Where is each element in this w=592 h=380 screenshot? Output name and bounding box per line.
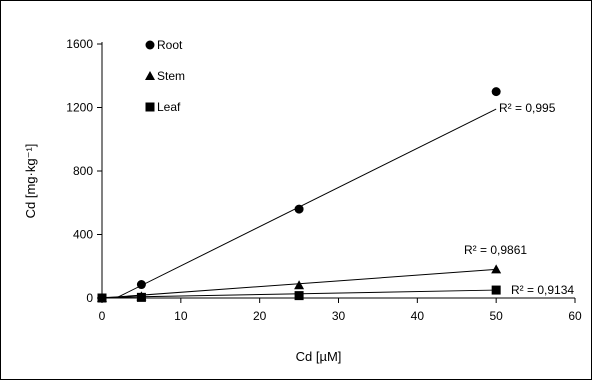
x-tick-label: 40 bbox=[411, 309, 425, 323]
data-point-root bbox=[294, 204, 304, 214]
legend-marker-leaf bbox=[145, 102, 155, 112]
data-point-leaf bbox=[294, 291, 304, 301]
trendline-root bbox=[115, 108, 497, 299]
x-tick-label: 0 bbox=[99, 309, 106, 323]
legend: Root Stem Leaf bbox=[145, 38, 185, 114]
legend-marker-root bbox=[145, 40, 155, 50]
data-point-leaf bbox=[97, 293, 107, 303]
legend-label-leaf: Leaf bbox=[157, 100, 181, 114]
data-point-stem bbox=[491, 264, 502, 274]
legend-label-stem: Stem bbox=[157, 69, 185, 83]
y-tick-label: 400 bbox=[73, 228, 93, 242]
y-axis-title: Cd [mg·kg⁻¹] bbox=[23, 144, 38, 219]
y-tick-label: 0 bbox=[86, 291, 93, 305]
r2-label-leaf: R² = 0,9134 bbox=[511, 283, 574, 297]
x-tick-label: 10 bbox=[174, 309, 188, 323]
r2-label-stem: R² = 0,9861 bbox=[464, 243, 527, 257]
x-tick-label: 30 bbox=[332, 309, 346, 323]
data-point-root bbox=[136, 280, 146, 290]
y-tick-label: 800 bbox=[73, 164, 93, 178]
data-point-root bbox=[491, 87, 501, 97]
trendlines bbox=[101, 108, 497, 299]
data-point-leaf bbox=[136, 292, 146, 302]
r2-label-root: R² = 0,995 bbox=[499, 101, 556, 115]
legend-label-root: Root bbox=[157, 38, 183, 52]
data-point-stem bbox=[294, 280, 305, 290]
axes: 0 400 800 1200 1600 0 10 20 30 40 50 60 bbox=[66, 37, 582, 323]
y-tick-label: 1200 bbox=[66, 101, 93, 115]
r2-labels: R² = 0,995 R² = 0,9861 R² = 0,9134 bbox=[464, 101, 574, 297]
x-tick-label: 20 bbox=[253, 309, 267, 323]
x-tick-label: 50 bbox=[489, 309, 503, 323]
data-markers bbox=[97, 87, 502, 303]
data-point-leaf bbox=[491, 285, 501, 295]
x-axis-title: Cd [µM] bbox=[296, 349, 342, 364]
x-tick-label: 60 bbox=[568, 309, 582, 323]
y-tick-label: 1600 bbox=[66, 37, 93, 51]
legend-marker-stem bbox=[145, 71, 155, 80]
